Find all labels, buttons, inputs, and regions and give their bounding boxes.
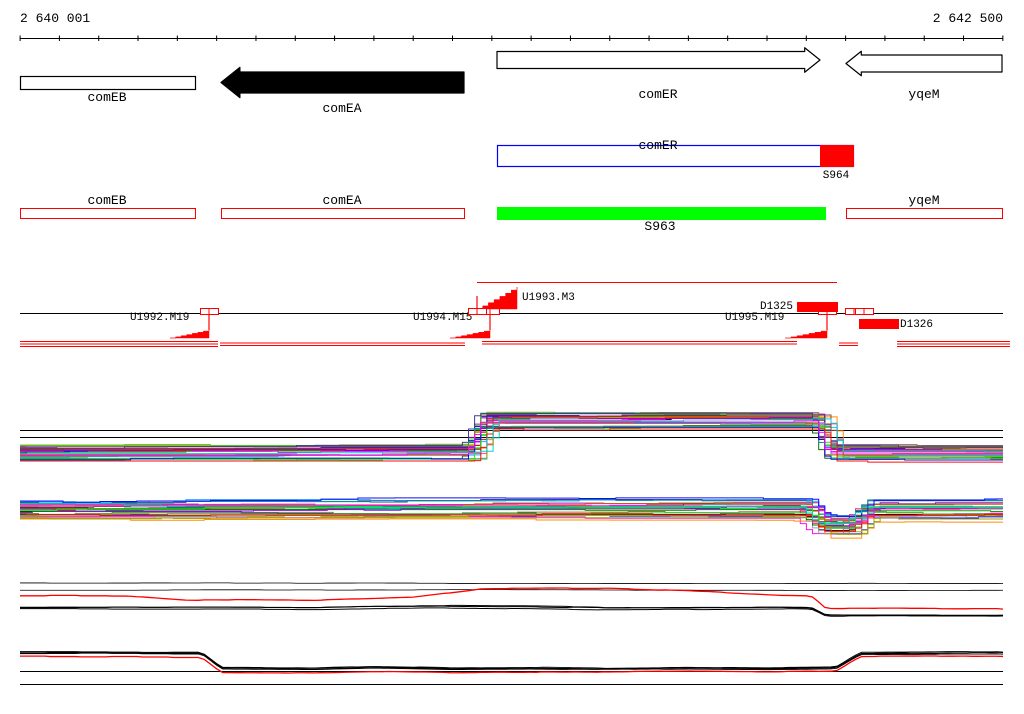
svg-text:S963: S963	[644, 219, 675, 234]
svg-text:yqeM: yqeM	[908, 193, 939, 208]
svg-text:S964: S964	[823, 170, 850, 182]
svg-text:comEA: comEA	[322, 193, 361, 208]
svg-text:comER: comER	[638, 87, 677, 102]
svg-text:U1994.M15: U1994.M15	[413, 312, 472, 324]
svg-text:comEB: comEB	[87, 193, 126, 208]
svg-text:yqeM: yqeM	[908, 87, 939, 102]
svg-text:2 640 001: 2 640 001	[20, 11, 90, 26]
svg-text:2 642 500: 2 642 500	[933, 11, 1003, 26]
svg-text:D1325: D1325	[760, 301, 793, 313]
svg-text:U1993.M3: U1993.M3	[522, 292, 575, 304]
svg-text:D1326: D1326	[900, 319, 933, 331]
svg-text:U1995.M19: U1995.M19	[725, 312, 784, 324]
svg-text:comER: comER	[638, 138, 677, 153]
svg-text:U1992.M19: U1992.M19	[130, 312, 189, 324]
svg-text:comEB: comEB	[87, 90, 126, 105]
svg-text:comEA: comEA	[322, 101, 361, 116]
